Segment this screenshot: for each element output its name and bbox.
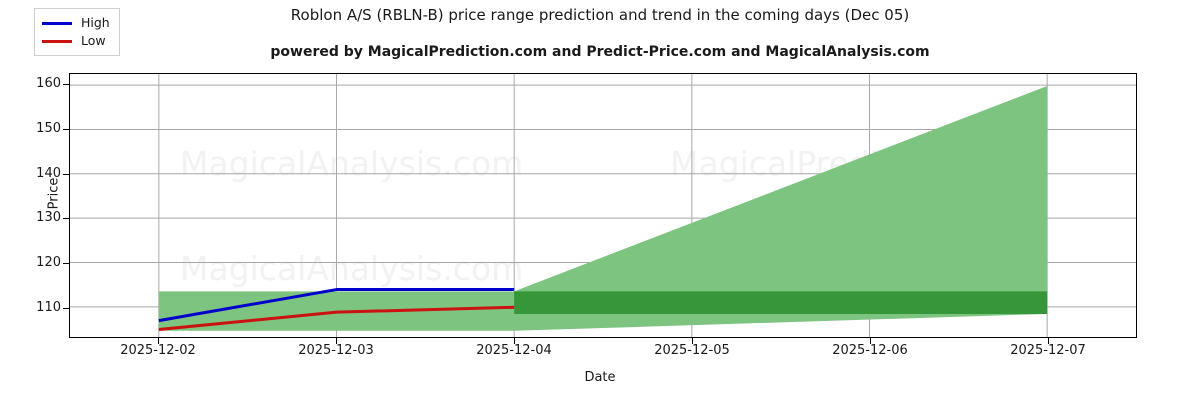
x-tick-mark (336, 338, 337, 344)
x-axis-label: Date (584, 370, 616, 385)
inner-range-band (514, 291, 1048, 314)
series-line-layer (70, 74, 1136, 337)
series-line-low (159, 307, 514, 329)
legend-label-low: Low (81, 33, 106, 48)
plot-area: MagicalAnalysis.comMagicalPrediction.com… (69, 73, 1137, 338)
y-tick-label: 150 (36, 120, 61, 136)
y-tick-label: 160 (36, 76, 61, 92)
x-tick-label: 2025-12-05 (654, 343, 730, 358)
legend-swatch-low (42, 39, 72, 43)
x-tick-mark (514, 338, 515, 344)
x-tick-label: 2025-12-04 (476, 343, 552, 358)
chart-subtitle: powered by MagicalPrediction.com and Pre… (270, 44, 930, 60)
y-tick-mark (63, 84, 70, 86)
y-tick-label: 130 (36, 210, 61, 226)
legend-swatch-high (42, 21, 72, 25)
y-tick-mark (63, 218, 70, 220)
x-tick-mark (1048, 338, 1049, 344)
outer-range-band (158, 85, 1048, 331)
legend-item-low[interactable]: Low (42, 32, 110, 50)
y-tick-mark (63, 262, 70, 264)
chart-title: Roblon A/S (RBLN-B) price range predicti… (290, 6, 910, 24)
x-tick-label: 2025-12-03 (298, 343, 374, 358)
series-line-high (159, 290, 514, 321)
y-axis-label: Price (46, 177, 62, 210)
legend-label-high: High (81, 15, 110, 30)
legend-item-high[interactable]: High (42, 14, 110, 32)
y-tick-mark (63, 307, 70, 309)
x-tick-mark (692, 338, 693, 344)
x-tick-mark (870, 338, 871, 344)
x-tick-label: 2025-12-06 (832, 343, 908, 358)
y-tick-label: 120 (36, 254, 61, 270)
y-tick-mark (63, 173, 70, 175)
chart-legend: High Low (34, 8, 120, 56)
x-tick-mark (158, 338, 159, 344)
y-tick-label: 140 (36, 165, 61, 181)
y-tick-label: 110 (36, 299, 61, 315)
x-tick-label: 2025-12-07 (1010, 343, 1086, 358)
x-tick-label: 2025-12-02 (120, 343, 196, 358)
y-tick-mark (63, 128, 70, 130)
forecast-band-layer (158, 85, 1048, 331)
